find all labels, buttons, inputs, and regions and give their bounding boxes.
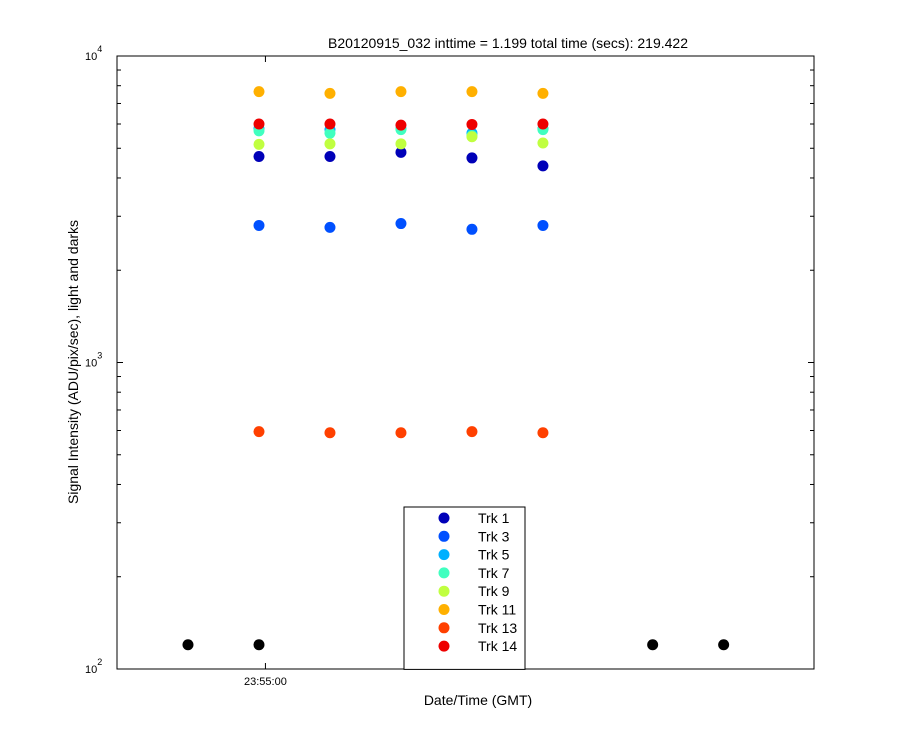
y-tick-base: 10: [85, 51, 97, 63]
legend-label: Trk 7: [478, 565, 510, 581]
points-layer: [182, 86, 730, 651]
data-point: [324, 138, 336, 150]
data-point: [537, 118, 549, 130]
y-axis-title: Signal Intensity (ADU/pix/sec), light an…: [65, 220, 81, 504]
x-axis-title: Date/Time (GMT): [424, 692, 532, 708]
legend-marker: [438, 530, 450, 542]
data-point: [537, 87, 549, 99]
legend-label: Trk 11: [478, 602, 516, 618]
data-point: [324, 427, 336, 439]
legend-marker: [438, 585, 450, 597]
x-tick-label: 23:55:00: [244, 676, 287, 688]
data-point: [253, 639, 265, 651]
data-point: [537, 219, 549, 231]
y-tick-label: 104: [85, 44, 102, 63]
legend-marker: [438, 549, 450, 561]
data-point: [466, 152, 478, 164]
data-point: [647, 639, 659, 651]
data-point: [395, 138, 407, 150]
y-tick-exponent: 3: [97, 351, 102, 361]
data-point: [537, 137, 549, 149]
data-point: [537, 160, 549, 172]
legend: Trk 1 Trk 3 Trk 5 Trk 7 Trk 9 Trk 11 Trk 13 Trk…: [403, 506, 526, 670]
data-point: [466, 86, 478, 98]
data-point: [466, 118, 478, 130]
data-point: [324, 127, 336, 139]
data-point: [466, 426, 478, 438]
data-point: [324, 118, 336, 130]
data-point: [395, 427, 407, 439]
chart-title: B20120915_032 inttime = 1.199 total time…: [328, 35, 688, 51]
y-tick-exponent: 4: [97, 44, 102, 54]
y-tick-base: 10: [85, 664, 97, 676]
legend-label: Trk 9: [478, 583, 510, 599]
legend-marker: [438, 512, 450, 524]
data-point: [395, 146, 407, 158]
data-point: [253, 118, 265, 130]
data-point: [395, 218, 407, 230]
legend-label: Trk 13: [478, 620, 517, 636]
y-tick-exponent: 2: [97, 657, 102, 667]
legend-label: Trk 1: [478, 510, 510, 526]
data-point: [253, 151, 265, 163]
data-point: [253, 138, 265, 150]
legend-box: [403, 506, 526, 670]
y-tick-base: 10: [85, 358, 97, 370]
legend-marker: [438, 622, 450, 634]
legend-marker: [438, 567, 450, 579]
legend-label: Trk 14: [478, 638, 517, 654]
y-tick-label: 103: [85, 351, 102, 370]
data-point: [182, 639, 194, 651]
data-point: [466, 223, 478, 235]
data-point: [324, 151, 336, 163]
legend-label: Trk 3: [478, 528, 510, 544]
data-point: [395, 86, 407, 98]
data-point: [324, 87, 336, 99]
data-point: [466, 131, 478, 143]
legend-marker: [438, 640, 450, 652]
data-point: [324, 221, 336, 233]
data-point: [253, 426, 265, 438]
data-point: [718, 639, 730, 651]
legend-marker: [438, 604, 450, 615]
data-point: [537, 427, 549, 439]
data-point: [253, 86, 265, 98]
y-tick-label: 102: [85, 657, 102, 676]
data-point: [395, 119, 407, 131]
legend-label: Trk 5: [478, 547, 510, 563]
data-point: [253, 219, 265, 231]
